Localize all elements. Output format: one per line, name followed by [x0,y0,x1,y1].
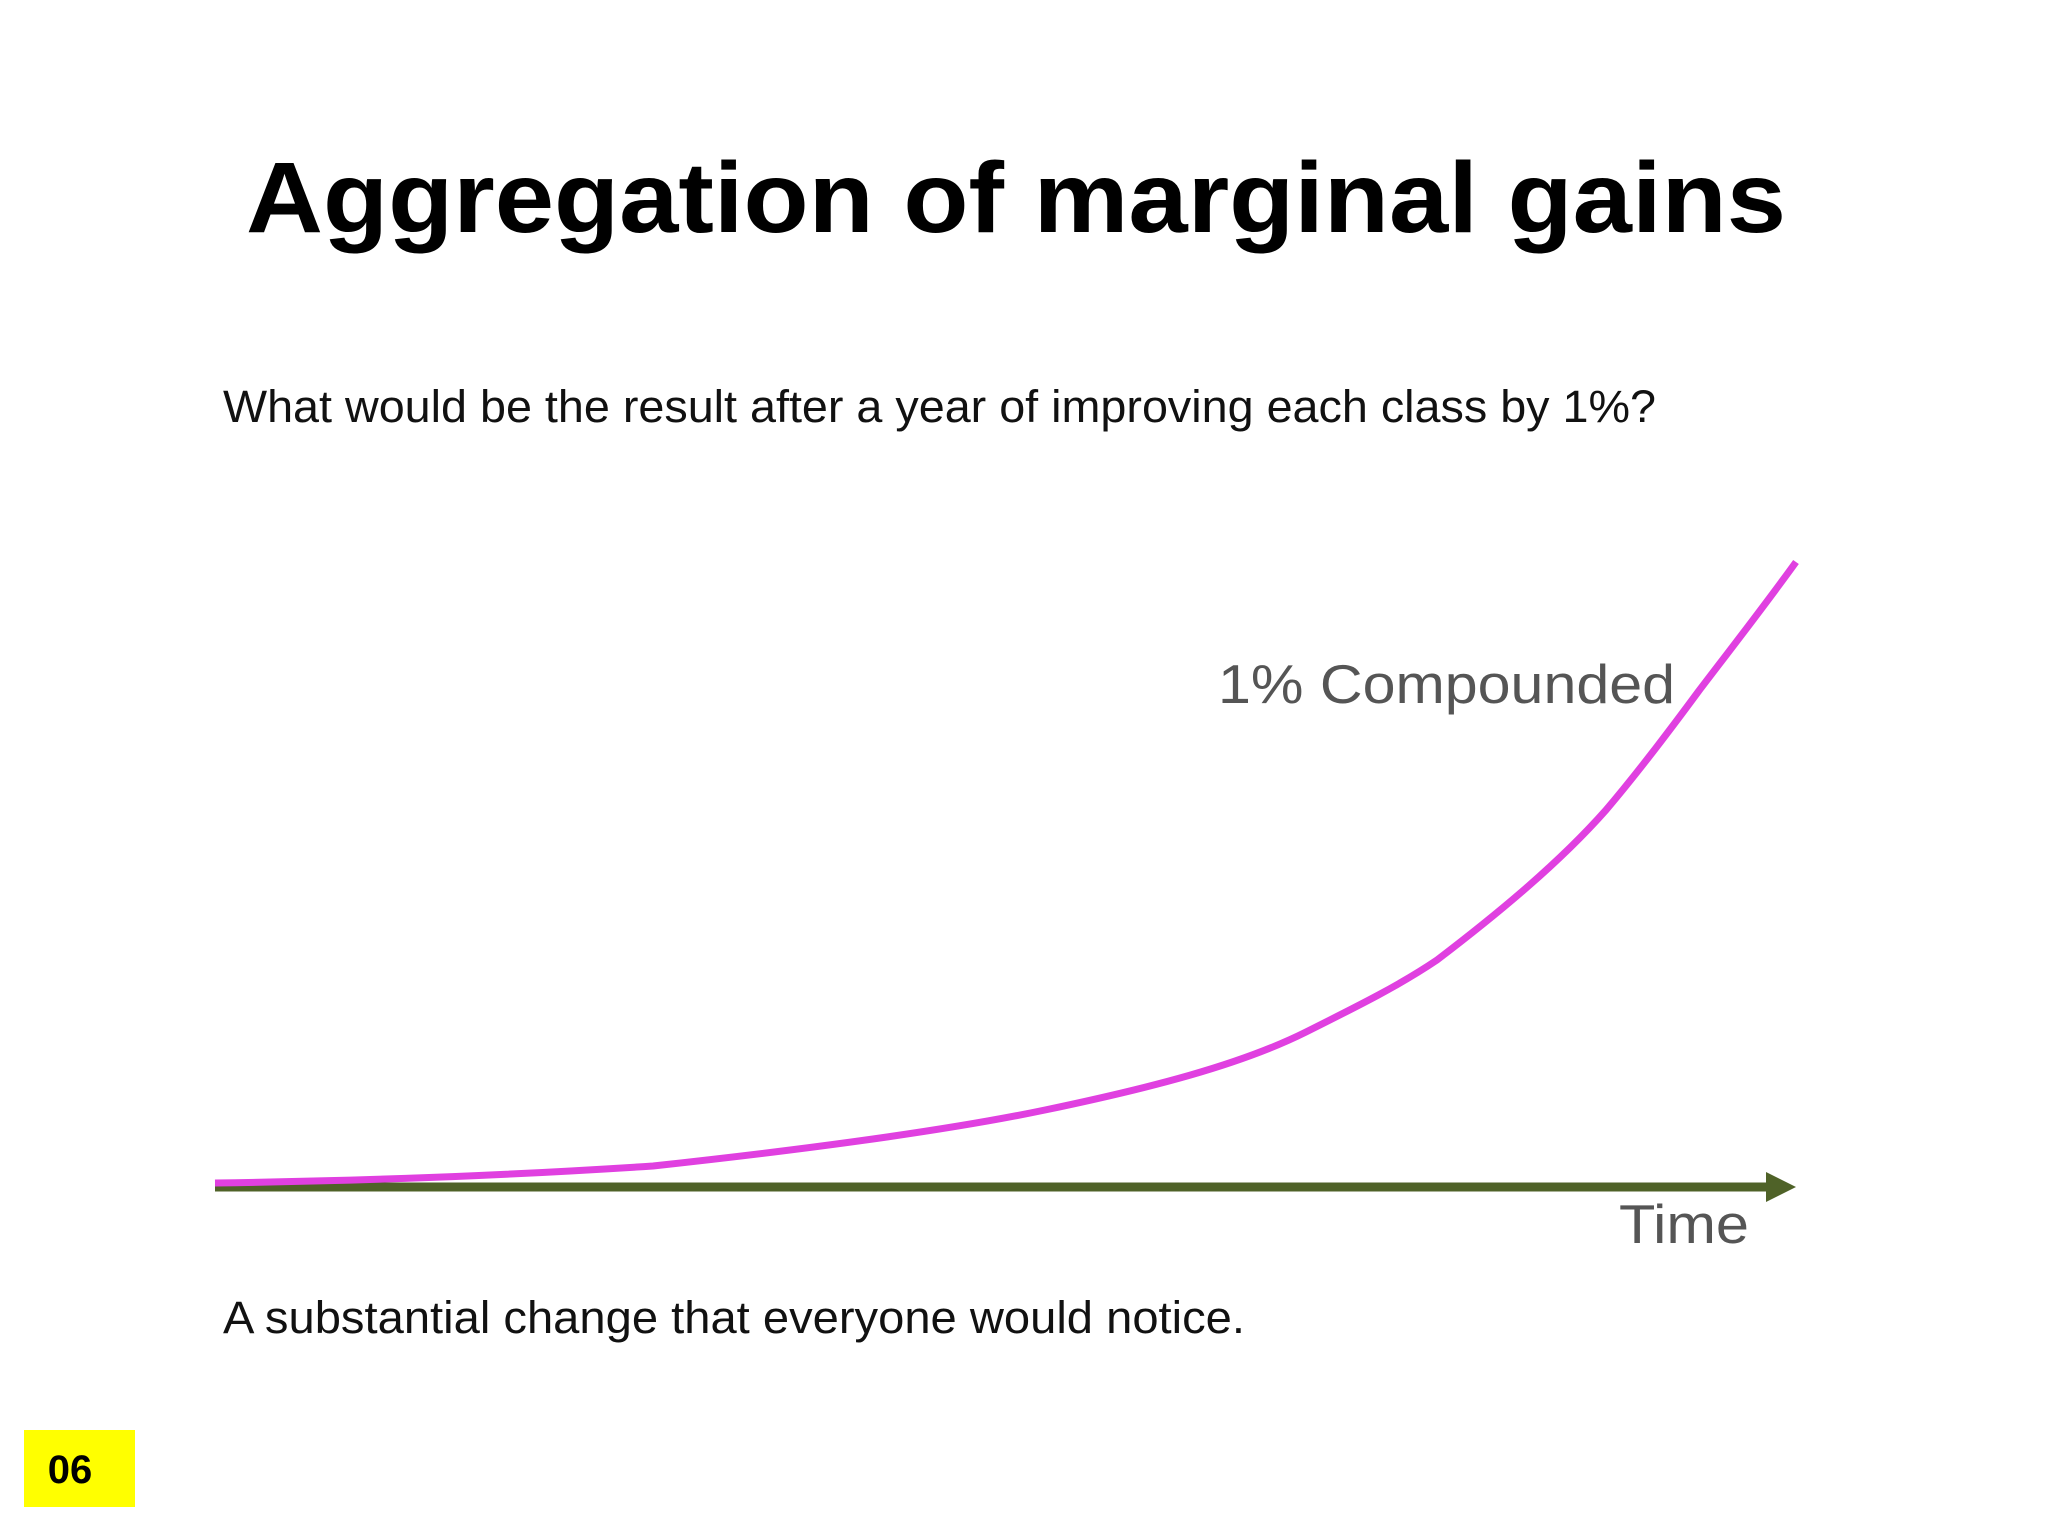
figure: 1% Compounded Time [214,559,1799,1255]
compound-curve [214,559,1799,1187]
question: What would be the result after a year of… [223,381,1656,432]
axis-label: Time [1619,1193,1749,1255]
axis-arrow [1766,1172,1796,1202]
slide-number-box [24,1430,135,1507]
conclusion: A substantial change that everyone would… [223,1292,1245,1343]
slide-title: Aggregation of marginal gains [246,142,1786,254]
slide-number: 06 [48,1448,93,1492]
curve-label: 1% Compounded [1218,653,1675,715]
